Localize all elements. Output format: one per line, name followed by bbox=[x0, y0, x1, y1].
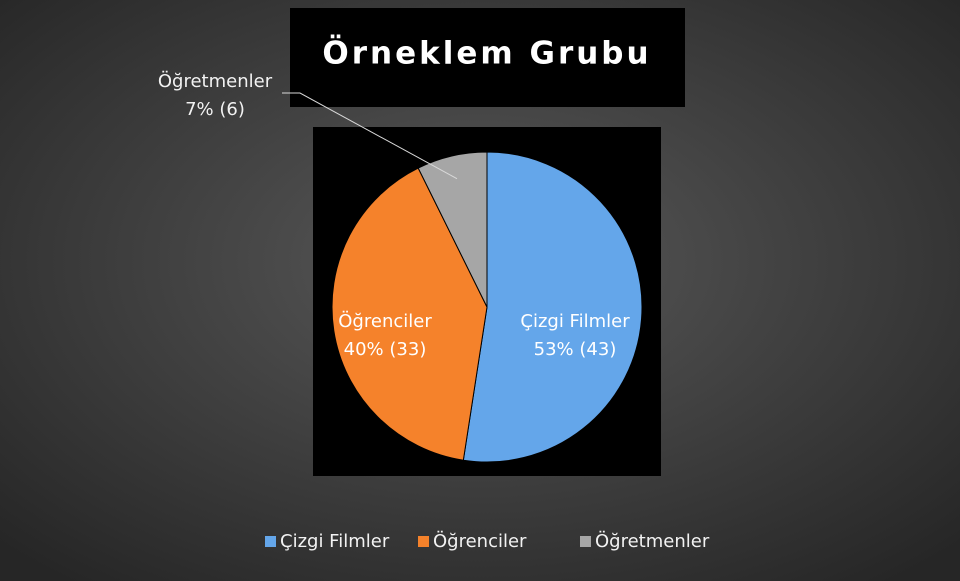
data-label-value: 40% (33) bbox=[344, 339, 427, 360]
data-label-name: Çizgi Filmler bbox=[520, 311, 630, 332]
pie-slice bbox=[331, 167, 488, 461]
legend-label: Öğretmenler bbox=[595, 530, 710, 552]
legend-swatch bbox=[265, 536, 276, 547]
pie-slice bbox=[462, 151, 643, 463]
data-label-name: Öğrenciler bbox=[338, 310, 432, 332]
legend-swatch bbox=[580, 536, 591, 547]
data-label-name: Öğretmenler bbox=[158, 70, 273, 92]
pie-slice bbox=[417, 151, 488, 308]
title-box bbox=[290, 8, 685, 107]
chart-title: Örneklem Grubu bbox=[322, 35, 651, 72]
leader-line bbox=[282, 92, 458, 180]
data-label-value: 53% (43) bbox=[534, 339, 617, 360]
legend-swatch bbox=[418, 536, 429, 547]
legend-label: Çizgi Filmler bbox=[280, 531, 390, 552]
legend-label: Öğrenciler bbox=[433, 530, 527, 552]
data-label-value: 7% (6) bbox=[185, 99, 245, 120]
